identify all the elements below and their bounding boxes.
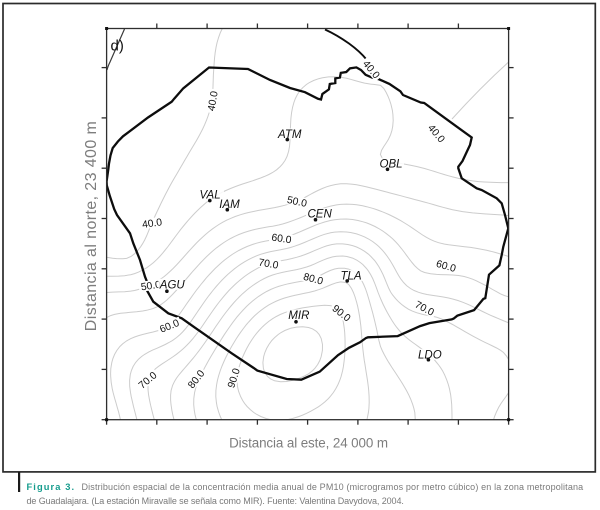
svg-text:AGU: AGU <box>159 279 186 291</box>
svg-text:60.0: 60.0 <box>435 259 458 275</box>
svg-text:40.0: 40.0 <box>206 90 220 112</box>
svg-text:OBL: OBL <box>380 158 403 170</box>
svg-text:VAL: VAL <box>200 189 221 201</box>
svg-text:40.0: 40.0 <box>141 217 163 231</box>
svg-text:ATM: ATM <box>277 129 302 141</box>
svg-text:Figura 3.: Figura 3. <box>27 482 76 492</box>
svg-text:50.0: 50.0 <box>140 280 162 294</box>
svg-text:50.0: 50.0 <box>286 195 308 210</box>
svg-text:70.0: 70.0 <box>257 257 279 271</box>
svg-text:CEN: CEN <box>308 209 333 221</box>
svg-text:TLA: TLA <box>341 270 362 282</box>
svg-text:IAM: IAM <box>219 199 240 211</box>
svg-text:60.0: 60.0 <box>271 233 293 247</box>
svg-text:Distancia al norte, 23 400 m: Distancia al norte, 23 400 m <box>83 121 100 331</box>
svg-text:MIR: MIR <box>288 310 309 322</box>
svg-text:LDO: LDO <box>418 349 442 361</box>
svg-text:80.0: 80.0 <box>302 272 324 288</box>
svg-text:Distancia al este, 24 000 m: Distancia al este, 24 000 m <box>229 436 388 451</box>
svg-text:d): d) <box>111 38 124 55</box>
svg-text:Distribución espacial de la co: Distribución espacial de la concentració… <box>82 482 584 492</box>
svg-text:de Guadalajara. (La estación M: de Guadalajara. (La estación Miravalle s… <box>27 496 404 506</box>
